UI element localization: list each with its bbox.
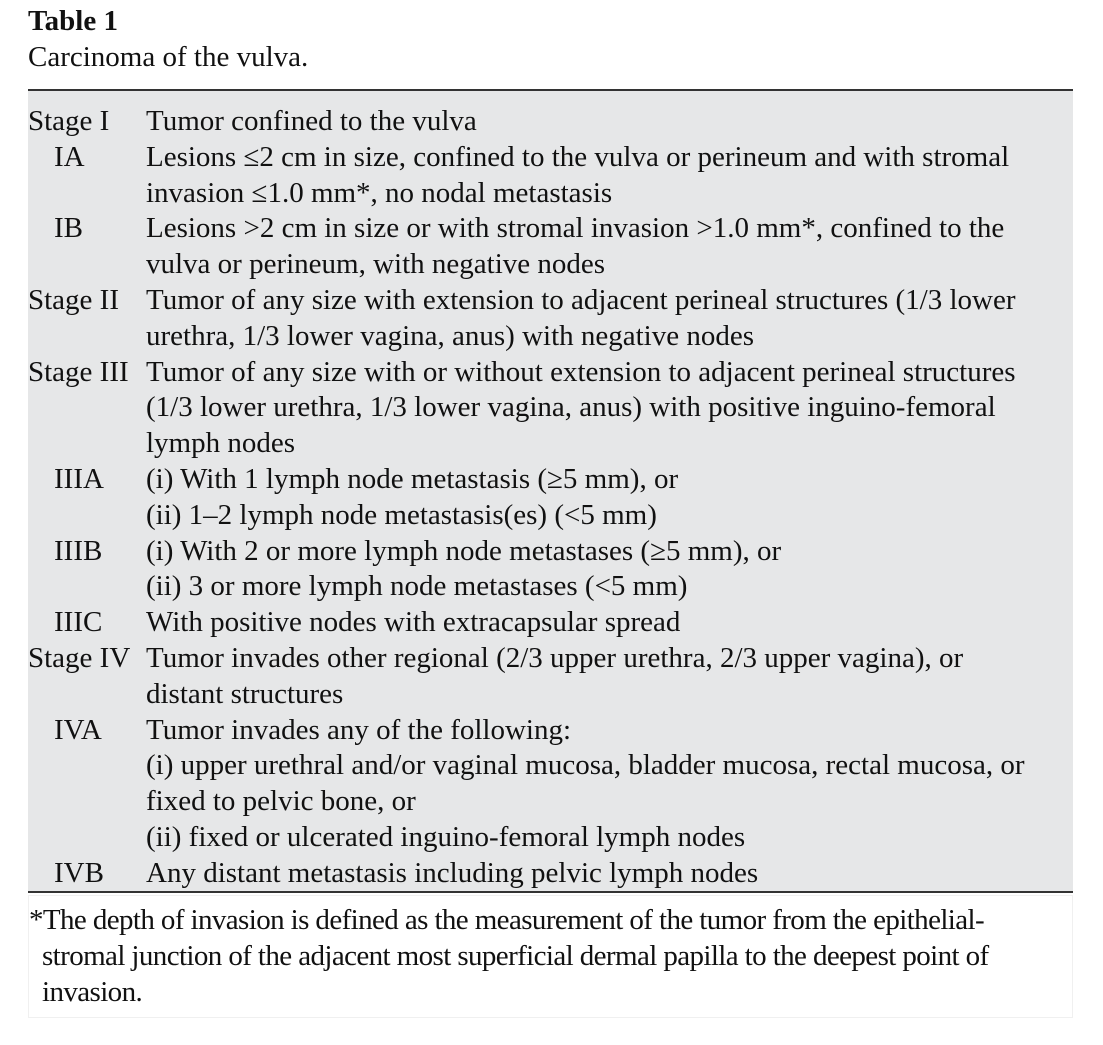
- table-row: Stage II Tumor of any size with extension…: [28, 283, 1073, 355]
- description-line: (1/3 lower urethra, 1/3 lower vagina, an…: [146, 391, 996, 424]
- stage-label: IIIB: [54, 534, 103, 567]
- stage-description: Tumor of any size with extension to adja…: [146, 283, 1073, 355]
- footnote-line: *The depth of invasion is defined as the…: [29, 904, 985, 936]
- table-row: Stage IV Tumor invades other regional (2/…: [28, 641, 1073, 713]
- stage-label: IB: [54, 212, 83, 245]
- footnote-line: stromal junction of the adjacent most su…: [42, 940, 989, 972]
- description-line: Tumor invades other regional (2/3 upper …: [146, 641, 964, 674]
- stage-description: Lesions ≤2 cm in size, confined to the v…: [146, 140, 1073, 212]
- description-line: distant structures: [146, 677, 344, 710]
- table-row: IIIB (i) With 2 or more lymph node metast…: [28, 534, 1073, 606]
- stage-label: Stage III: [28, 355, 129, 388]
- table-row: IA Lesions ≤2 cm in size, confined to the…: [28, 140, 1073, 212]
- description-line: (ii) 3 or more lymph node metastases (<5…: [146, 570, 688, 603]
- stage-label: Stage IV: [28, 641, 131, 674]
- stage-description: Tumor confined to the vulva: [146, 104, 1073, 140]
- description-line: urethra, 1/3 lower vagina, anus) with ne…: [146, 319, 755, 352]
- stage-description: (i) With 1 lymph node metastasis (≥5 mm)…: [146, 462, 1073, 534]
- stage-description: Any distant metastasis including pelvic …: [146, 856, 1073, 892]
- description-line: lymph nodes: [146, 427, 296, 460]
- table-row: IVA Tumor invades any of the following: (i…: [28, 713, 1073, 856]
- table-row: IIIC With positive nodes with extracapsul…: [28, 605, 1073, 641]
- table-row: IIIA (i) With 1 lymph node metastasis (≥5…: [28, 462, 1073, 534]
- description-line: Tumor invades any of the following:: [146, 713, 572, 746]
- stage-label: IA: [54, 140, 85, 173]
- description-line: fixed to pelvic bone, or: [146, 785, 416, 818]
- staging-table: Stage I Tumor confined to the vulva IA Lesi…: [28, 89, 1073, 893]
- stage-label: IVA: [54, 713, 102, 746]
- stage-label: IIIA: [54, 462, 104, 495]
- table-row: Stage III Tumor of any size with or witho…: [28, 355, 1073, 462]
- stage-description: Tumor invades other regional (2/3 upper …: [146, 641, 1073, 713]
- description-line: (ii) 1–2 lymph node metastasis(es) (<5 m…: [146, 498, 657, 531]
- stage-label: Stage II: [28, 283, 119, 316]
- table-caption: Carcinoma of the vulva.: [28, 41, 309, 73]
- description-line: Any distant metastasis including pelvic …: [146, 856, 759, 889]
- stage-label: IIIC: [54, 606, 103, 639]
- description-line: Tumor of any size with extension to adja…: [146, 283, 1016, 316]
- description-line: vulva or perineum, with negative nodes: [146, 248, 606, 281]
- description-line: (ii) fixed or ulcerated inguino-femoral …: [146, 820, 746, 853]
- stage-label: Stage I: [28, 105, 110, 137]
- table-row: IVB Any distant metastasis including pelv…: [28, 856, 1073, 892]
- table-footnote: *The depth of invasion is defined as the…: [28, 895, 1073, 1018]
- stage-label: IVB: [54, 856, 104, 889]
- description-line: (i) With 1 lymph node metastasis (≥5 mm)…: [146, 462, 679, 495]
- stage-description: Tumor invades any of the following: (i) u…: [146, 713, 1073, 856]
- stage-description: With positive nodes with extracapsular s…: [146, 605, 1073, 641]
- description-line: Lesions >2 cm in size or with stromal in…: [146, 212, 1005, 245]
- description-line: Tumor confined to the vulva: [146, 105, 477, 137]
- stage-description: Lesions >2 cm in size or with stromal in…: [146, 211, 1073, 283]
- description-line: Tumor of any size with or without extens…: [146, 355, 1016, 388]
- footnote-line: invasion.: [42, 976, 143, 1008]
- table-row: Stage I Tumor confined to the vulva: [28, 104, 1073, 140]
- stage-description: Tumor of any size with or without extens…: [146, 355, 1073, 462]
- description-line: invasion ≤1.0 mm*, no nodal metastasis: [146, 176, 613, 209]
- description-line: (i) With 2 or more lymph node metastases…: [146, 534, 782, 567]
- description-line: (i) upper urethral and/or vaginal mucosa…: [146, 749, 1025, 782]
- stage-description: (i) With 2 or more lymph node metastases…: [146, 534, 1073, 606]
- description-line: With positive nodes with extracapsular s…: [146, 606, 681, 639]
- table-title: Table 1: [28, 5, 118, 37]
- table-row: IB Lesions >2 cm in size or with stromal …: [28, 211, 1073, 283]
- description-line: Lesions ≤2 cm in size, confined to the v…: [146, 140, 1010, 173]
